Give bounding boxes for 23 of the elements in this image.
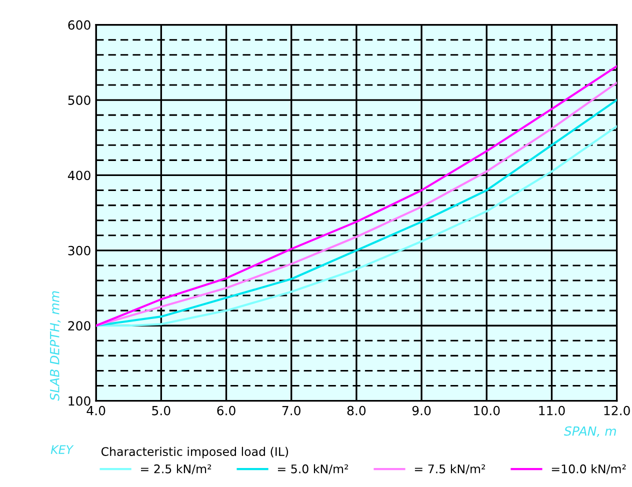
x-tick-label: 12.0 bbox=[604, 406, 630, 416]
y-tick-label: 600 bbox=[68, 20, 90, 30]
y-tick-label: 300 bbox=[68, 246, 90, 256]
x-tick-label: 10.0 bbox=[474, 406, 500, 416]
legend-label: = 2.5 kN/m² bbox=[140, 464, 212, 474]
x-tick-label: 9.0 bbox=[412, 406, 431, 416]
legend-label: = 7.5 kN/m² bbox=[414, 464, 486, 474]
x-axis-title: SPAN, m bbox=[564, 426, 616, 438]
legend-label: =10.0 kN/m² bbox=[552, 464, 626, 474]
y-tick-label: 500 bbox=[68, 96, 90, 105]
legend-title: Characteristic imposed load (IL) bbox=[101, 446, 288, 458]
y-tick-label: 400 bbox=[68, 170, 90, 180]
y-tick-label: 200 bbox=[68, 321, 90, 331]
x-tick-label: 7.0 bbox=[282, 406, 300, 416]
y-tick-label: 100 bbox=[68, 396, 90, 406]
x-tick-label: 5.0 bbox=[152, 406, 170, 416]
legend-label: = 5.0 kN/m² bbox=[278, 464, 348, 474]
text: KEY bbox=[50, 445, 74, 454]
x-tick-label: 6.0 bbox=[217, 406, 236, 416]
x-tick-label: 11.0 bbox=[539, 406, 565, 416]
x-tick-label: 8.0 bbox=[347, 406, 366, 416]
x-tick-label: 4.0 bbox=[86, 406, 106, 416]
y-axis-title: SLAB DEPTH, mm bbox=[50, 291, 61, 401]
